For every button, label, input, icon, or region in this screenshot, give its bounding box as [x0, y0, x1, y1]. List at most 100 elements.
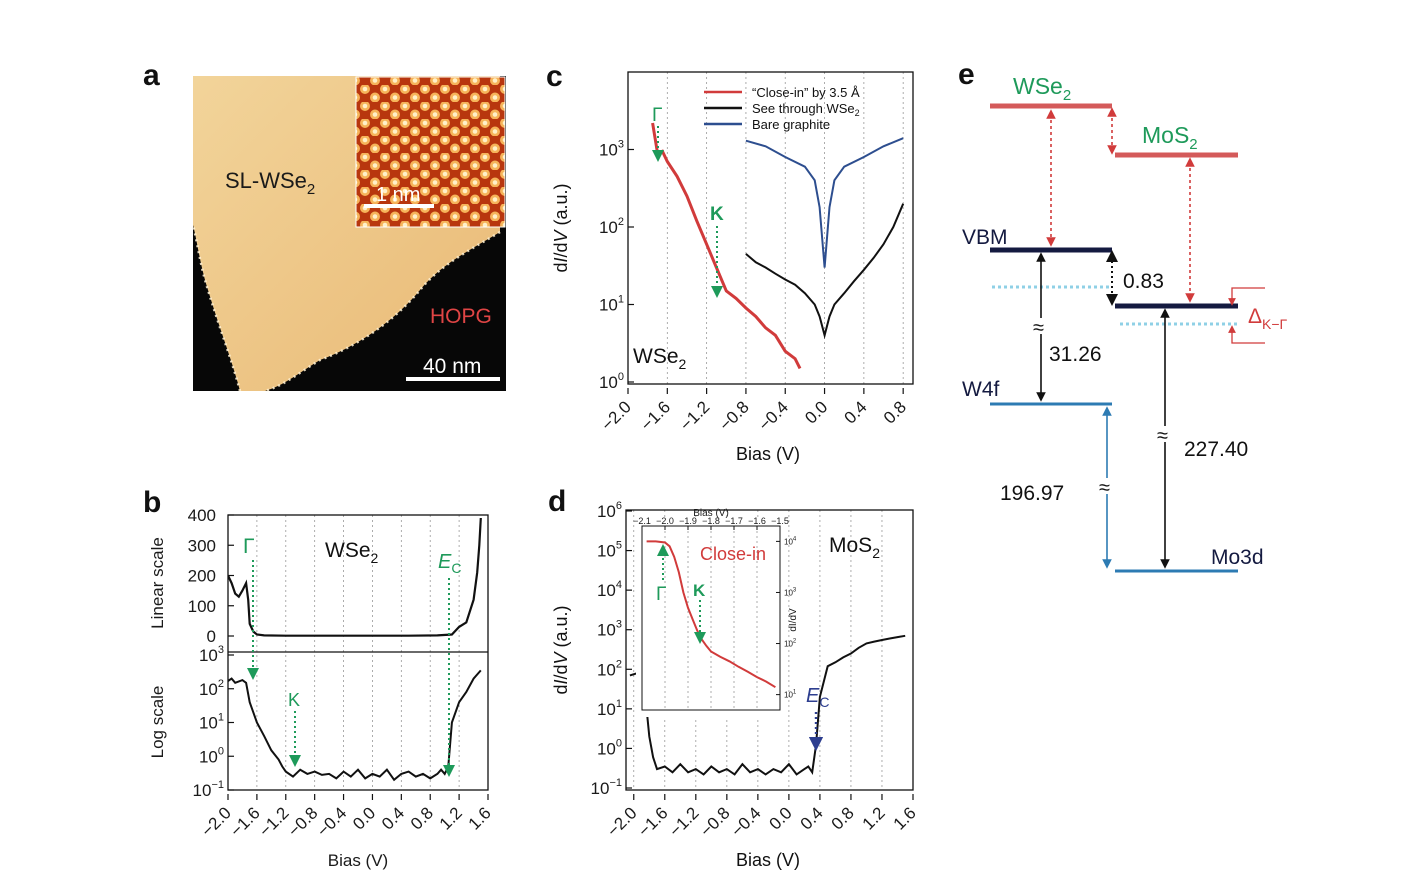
- panel-c-xlabel: Bias (V): [736, 444, 800, 464]
- panel-d-ytick: 10−1: [591, 777, 622, 798]
- panel-b-top-ytick: 0: [207, 627, 216, 646]
- panel-d-inset-ytick: 102: [784, 639, 797, 649]
- delta-arrow-bottom: [1228, 325, 1265, 344]
- panel-b-label: b: [143, 486, 161, 519]
- panel-d-xtick: −0.8: [696, 803, 733, 840]
- k-marker-c: K: [710, 204, 724, 225]
- panel-d-material: MoS2: [829, 534, 880, 561]
- panel-c-ytick: 102: [599, 216, 624, 237]
- panel-d-xtick: −2.0: [603, 803, 640, 840]
- delta-k-gamma-label: ΔK−Γ: [1248, 305, 1288, 332]
- panel-c-series-line: [745, 203, 905, 340]
- panel-b-top-ytick: 100: [188, 597, 216, 616]
- panel-b-bottom-ytick: 103: [199, 644, 224, 665]
- panel-c-material: WSe2: [633, 345, 687, 372]
- panel-d-xtick: −1.6: [634, 803, 671, 840]
- wse2-core-value: 31.26: [1049, 343, 1102, 366]
- panel-c: c 100 101 102 103 −2.0 −1.6 −1.2 −0.8 −0.4 0.0 0.…: [546, 60, 914, 464]
- panel-d-xtick: −1.2: [665, 803, 702, 840]
- panel-c-xtick: −0.8: [716, 397, 753, 434]
- flake-edge: [264, 230, 501, 393]
- panel-c-xtick: −2.0: [598, 397, 635, 434]
- panel-a-label: a: [143, 59, 160, 92]
- panel-b-xticks: −2.0−1.6−1.2−0.8−0.40.00.40.81.21.6: [198, 794, 495, 841]
- panel-d-frame: [625, 509, 914, 791]
- panel-c-series-line: [651, 122, 802, 370]
- k-marker-d: K: [693, 581, 706, 600]
- panel-b-xlabel: Bias (V): [328, 851, 388, 870]
- panel-c-xtick: 0.4: [841, 397, 871, 427]
- panel-d-inset-xtick: −1.7: [725, 516, 743, 526]
- ec-marker-b: EC: [438, 551, 461, 576]
- panel-b-xtick: 0.4: [378, 803, 408, 833]
- sample-label: SL-WSe2: [225, 168, 315, 198]
- substrate-label: HOPG: [430, 305, 492, 328]
- panel-b-bottom-ytick: 102: [199, 678, 224, 699]
- panel-b-linear-series: [228, 517, 482, 637]
- mos2-core-value: 227.40: [1184, 438, 1248, 461]
- panel-d-ylabel: dI/dV (a.u.): [551, 605, 571, 694]
- panel-c-frame: [627, 71, 914, 385]
- panel-d-xtick: 1.2: [859, 803, 889, 833]
- panel-c-xtick: 0.8: [880, 397, 910, 427]
- panel-d-xtick: 1.6: [890, 803, 920, 833]
- panel-d-ytick: 103: [597, 619, 622, 640]
- panel-b-bottom-yticks: 103 102 101 100 10−1: [193, 644, 234, 800]
- panel-d-ytick: 105: [597, 540, 622, 561]
- panel-d-inset-xtick: −1.5: [771, 516, 789, 526]
- panel-b-bottom-ytick: 10−1: [193, 779, 224, 800]
- panel-b-xtick: −1.6: [227, 803, 264, 840]
- panel-c-ytick: 100: [599, 371, 624, 392]
- panel-b-xtick: 1.2: [436, 803, 466, 833]
- gamma-marker-b: Γ: [243, 535, 255, 558]
- panel-c-series-line: [745, 137, 904, 268]
- core-offset-value: 196.97: [1000, 482, 1064, 505]
- panel-d-inset-xtick: −1.9: [679, 516, 697, 526]
- panel-c-ylabel: dI/dV (a.u.): [551, 183, 571, 272]
- ec-marker-d: EC: [806, 685, 829, 710]
- panel-d-ytick: 106: [597, 500, 622, 521]
- panel-c-legend-entry: See through WSe2: [752, 101, 860, 118]
- panel-b-gridlines: [256, 515, 460, 790]
- wse2-core-break: [1033, 318, 1049, 334]
- panel-b-xtick: −0.8: [284, 803, 321, 840]
- panel-c-legend-entry: “Close-in” by 3.5 Å: [752, 85, 860, 100]
- panel-b-ylabel-top: Linear scale: [148, 537, 167, 629]
- panel-c-xtick: −1.6: [637, 397, 674, 434]
- panel-d-xtick: 0.8: [828, 803, 858, 833]
- panel-b-xtick: −2.0: [198, 803, 235, 840]
- delta-arrow-top: [1228, 287, 1265, 306]
- panel-d-xtick: 0.0: [766, 803, 796, 833]
- atomic-inset: [355, 76, 506, 228]
- main-scalebar-label: 40 nm: [423, 355, 481, 378]
- panel-d-ytick: 101: [597, 698, 622, 719]
- panel-b-material: WSe2: [325, 539, 379, 566]
- panel-d-series: [629, 634, 906, 776]
- panel-d-inset-xtick: −1.8: [702, 516, 720, 526]
- wse2-core-approx: ≈: [1033, 317, 1044, 339]
- panel-e-label: e: [958, 58, 975, 91]
- panel-b-top-ytick: 300: [188, 536, 216, 555]
- panel-c-ytick: 101: [599, 294, 624, 315]
- panel-c-legend-entry: Bare graphite: [752, 117, 830, 132]
- panel-d-inset-xtick: −1.6: [748, 516, 766, 526]
- panel-b-bottom-ytick: 100: [199, 745, 224, 766]
- panel-d-ytick: 104: [597, 579, 622, 600]
- mos2-core-break: [1157, 426, 1173, 442]
- panel-d-inset-ytick: 101: [784, 690, 797, 700]
- panel-b-log-series: [228, 669, 482, 782]
- panel-d-xtick: 0.4: [797, 803, 827, 833]
- core-offset-approx: ≈: [1099, 477, 1110, 499]
- panel-d-xlabel: Bias (V): [736, 850, 800, 870]
- panel-d-xtick: −0.4: [728, 803, 765, 840]
- panel-d-label: d: [548, 485, 566, 518]
- wse2-label: WSe2: [1013, 73, 1071, 104]
- panel-d-inset-ytick: 103: [784, 587, 797, 597]
- panel-b-xtick: 0.8: [407, 803, 437, 833]
- panel-c-yticks: 100 101 102 103: [599, 139, 634, 392]
- panel-b-top-ytick: 200: [188, 567, 216, 586]
